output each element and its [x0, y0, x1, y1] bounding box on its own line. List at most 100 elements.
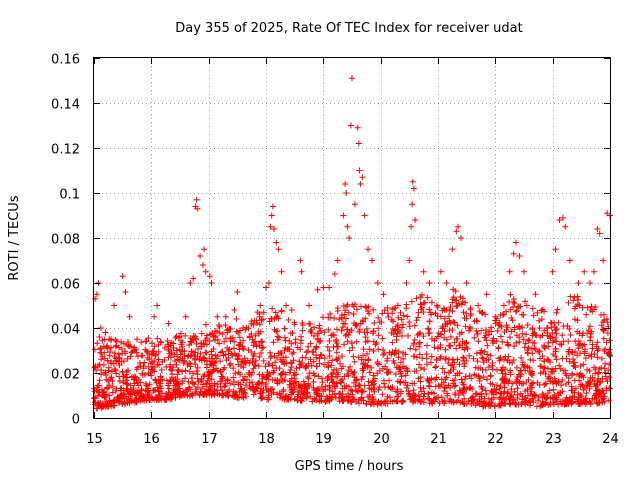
data-point: [173, 361, 180, 368]
data-point: [604, 330, 611, 337]
data-point: [559, 332, 566, 339]
data-point: [458, 376, 465, 383]
data-point: [227, 338, 234, 345]
data-point: [479, 354, 486, 361]
data-point: [258, 338, 265, 345]
data-point: [383, 366, 390, 373]
data-point: [217, 349, 224, 356]
data-point: [131, 380, 138, 387]
data-point: [276, 390, 283, 397]
data-point: [260, 309, 267, 316]
data-point: [402, 379, 409, 386]
data-point: [190, 370, 197, 377]
data-point: [347, 122, 354, 129]
data-point: [198, 357, 205, 364]
data-point: [376, 367, 383, 374]
data-point: [562, 370, 569, 377]
data-point: [116, 378, 123, 385]
data-point: [225, 326, 232, 333]
data-point: [539, 353, 546, 360]
data-point: [543, 325, 550, 331]
data-point: [482, 366, 489, 373]
data-point: [438, 394, 445, 401]
data-point: [600, 257, 607, 264]
data-point: [490, 391, 497, 398]
data-point: [385, 313, 392, 320]
data-point: [523, 379, 530, 386]
data-point: [330, 366, 337, 373]
data-point: [352, 301, 359, 308]
data-point: [187, 386, 194, 393]
data-point: [239, 343, 246, 350]
data-point: [214, 381, 221, 388]
data-point: [426, 280, 433, 286]
data-point: [489, 381, 496, 388]
data-point: [520, 380, 527, 387]
data-point: [354, 124, 361, 131]
data-point: [550, 351, 557, 358]
data-point: [598, 322, 605, 329]
data-point: [203, 390, 210, 397]
data-point: [231, 378, 238, 385]
data-point: [98, 349, 105, 356]
x-tick-label: 23: [545, 432, 562, 447]
data-point: [515, 401, 522, 408]
data-point: [290, 357, 297, 364]
data-point: [456, 331, 463, 338]
data-point: [183, 388, 190, 395]
data-point: [445, 342, 452, 349]
data-point: [443, 374, 450, 381]
data-point: [441, 315, 448, 322]
data-point: [499, 338, 506, 345]
data-point: [341, 341, 348, 348]
data-point: [579, 372, 586, 379]
data-point: [381, 380, 388, 387]
x-tick-label: 19: [315, 432, 332, 447]
data-point: [467, 384, 474, 391]
data-point: [313, 391, 320, 398]
data-point: [194, 205, 201, 212]
data-point: [600, 335, 607, 342]
data-point: [274, 377, 281, 384]
data-point: [548, 324, 555, 331]
data-point: [413, 354, 420, 361]
data-point: [403, 305, 410, 312]
data-point: [349, 75, 355, 82]
data-point: [606, 385, 613, 392]
data-point: [160, 395, 167, 402]
data-point: [497, 383, 504, 390]
data-point: [555, 392, 562, 399]
data-point: [461, 395, 468, 402]
data-point: [394, 302, 401, 309]
data-point: [273, 239, 280, 246]
data-point: [125, 396, 132, 403]
data-point: [102, 394, 109, 401]
data-point: [409, 201, 416, 208]
data-point: [94, 340, 101, 347]
data-point: [258, 395, 265, 402]
data-point: [411, 336, 418, 343]
data-point: [256, 313, 263, 320]
data-point: [388, 316, 395, 323]
data-point: [411, 322, 418, 329]
data-point: [433, 357, 440, 364]
data-point: [476, 391, 483, 398]
y-tick-label: 0.04: [51, 323, 80, 338]
x-tick-label: 22: [487, 432, 504, 447]
data-point: [462, 323, 469, 330]
data-point: [343, 303, 350, 310]
data-point: [297, 340, 304, 347]
data-point: [415, 309, 422, 316]
data-point: [290, 349, 297, 356]
data-point: [355, 140, 362, 147]
data-point: [398, 388, 405, 395]
data-point: [606, 353, 613, 360]
data-point: [178, 341, 185, 348]
data-point: [467, 312, 474, 319]
data-point: [331, 315, 338, 322]
data-point: [234, 355, 241, 362]
data-point: [526, 336, 533, 343]
data-point: [535, 349, 542, 356]
data-point: [213, 355, 220, 362]
data-point: [587, 330, 594, 337]
